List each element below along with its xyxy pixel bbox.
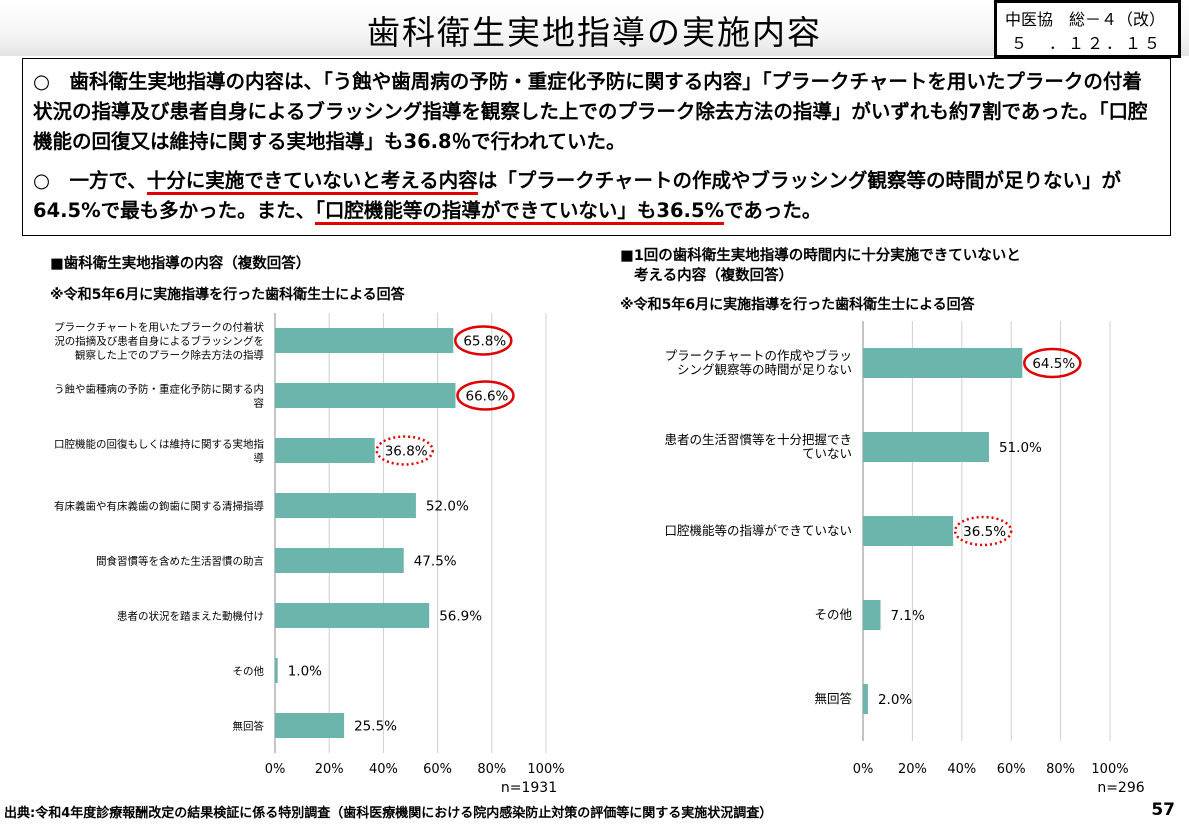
x-tick-label: 40% xyxy=(369,762,398,777)
x-tick-label: 20% xyxy=(315,762,344,777)
bullet-mark: ○ xyxy=(33,70,51,93)
right-bar-chart: 0% 20% 40% 60% 80% 100% 64.5% プラークチャートの作成やブラッシン… xyxy=(664,321,1145,796)
value-label: 2.0% xyxy=(878,692,912,708)
summary-bullet-2: ○ 一方で、十分に実施できていないと考える内容は「プラークチャートの作成やブラッ… xyxy=(33,166,1153,226)
left-chart-note: ※令和5年6月に実施指導を行った歯科衛生士による回答 xyxy=(50,287,405,303)
x-tick-label: 80% xyxy=(1046,762,1075,777)
bar xyxy=(275,603,430,628)
highlight-dotted-ellipse xyxy=(375,435,434,466)
right-chart-note: ※令和5年6月に実施指導を行った歯科衛生士による回答 xyxy=(620,297,975,313)
left-bar-chart: 0% 20% 40% 60% 80% 100% 65.8% プラークチャートを用いたプラークの… xyxy=(54,313,565,796)
bar xyxy=(275,438,375,463)
highlight-ellipse xyxy=(454,325,513,356)
category-label: 況の指摘及び患者自身によるブラッシングを xyxy=(54,335,264,348)
category-label: う蝕や歯種病の予防・重症化予防に関する内 xyxy=(54,383,264,396)
x-tick-label: 60% xyxy=(997,762,1026,777)
title-band xyxy=(0,0,1189,56)
value-label: 66.6% xyxy=(465,389,508,405)
bar xyxy=(275,548,404,573)
bar xyxy=(863,432,989,462)
category-label: 容 xyxy=(254,397,265,410)
category-label: プラークチャートの作成やブラッ xyxy=(665,348,852,363)
summary-b2-underlined-1: 十分に実施できていないと考える内容 xyxy=(146,169,478,195)
bar xyxy=(275,328,454,353)
summary-bullet-1: ○ 歯科衛生実地指導の内容は、「う蝕や歯周病の予防・重症化予防に関する内容」「プ… xyxy=(33,67,1153,157)
category-label: 患者の状況を踏まえた動機付け xyxy=(117,610,264,623)
category-label: 有床義歯や有床義歯の鉤歯に関する清掃指導 xyxy=(54,500,264,513)
x-tick-label: 100% xyxy=(527,762,564,777)
bullet-mark: ○ xyxy=(33,169,51,192)
category-label: 無回答 xyxy=(233,720,265,733)
highlight-dotted-ellipse xyxy=(953,515,1013,547)
category-label: シング観察等の時間が足りない xyxy=(677,362,852,377)
category-label: その他 xyxy=(814,607,852,622)
sample-size-label: n=296 xyxy=(1097,780,1144,796)
bar xyxy=(863,684,868,714)
category-label: ていない xyxy=(802,446,852,461)
doc-ref-line2: ５ ．１２．１５ xyxy=(1011,34,1164,53)
category-label: 口腔機能の回復もしくは維持に関する実地指 xyxy=(54,438,264,451)
value-label: 36.8% xyxy=(385,444,428,460)
document-reference-box: 中医協 総－４（改） ５ ．１２．１５ xyxy=(994,0,1181,58)
summary-b2-underlined-2: 「口腔機能等の指導ができていない」も36.5% xyxy=(315,199,725,225)
page-title: 歯科衛生実地指導の実施内容 xyxy=(367,13,822,52)
source-citation: 出典:令和4年度診療報酬改定の結果検証に係る特別調査（歯科医療機関における院内感… xyxy=(4,806,773,821)
value-label: 7.1% xyxy=(891,608,925,624)
category-label: 患者の生活習慣等を十分把握でき xyxy=(664,432,852,447)
highlight-ellipse xyxy=(456,380,515,411)
left-chart-title: ■歯科衛生実地指導の内容（複数回答） xyxy=(50,256,311,272)
x-tick-label: 20% xyxy=(898,762,927,777)
right-chart-title-line1: ■1回の歯科衛生実地指導の時間内に十分実施できていないと xyxy=(620,248,1021,264)
summary-b2-part5: であった。 xyxy=(724,199,822,222)
bar xyxy=(275,383,456,408)
value-label: 52.0% xyxy=(426,499,469,515)
bar xyxy=(863,516,954,546)
x-tick-label: 80% xyxy=(477,762,506,777)
category-label: 観察した上でのプラーク除去方法の指導 xyxy=(75,349,264,362)
summary-b2-part3: は「プラークチャートの作成やブラッシング観察等の時間が足りない」が64.5%で最… xyxy=(33,169,1121,222)
page-number: 57 xyxy=(1151,800,1175,820)
value-label: 47.5% xyxy=(414,554,457,570)
value-label: 25.5% xyxy=(354,719,397,735)
summary-box: ○ 歯科衛生実地指導の内容は、「う蝕や歯周病の予防・重症化予防に関する内容」「プ… xyxy=(22,58,1171,236)
x-tick-label: 100% xyxy=(1091,762,1128,777)
sample-size-label: n=1931 xyxy=(501,780,557,796)
category-label: 無回答 xyxy=(814,691,852,706)
category-label: プラークチャートを用いたプラークの付着状 xyxy=(54,321,264,334)
value-label: 56.9% xyxy=(439,609,482,625)
right-chart-title-line2: 考える内容（複数回答） xyxy=(634,268,794,284)
x-tick-label: 0% xyxy=(265,762,286,777)
value-label: 36.5% xyxy=(963,524,1006,540)
highlight-ellipse xyxy=(1023,347,1082,379)
value-label: 1.0% xyxy=(288,664,322,680)
category-label: 間食習慣等を含めた生活習慣の助言 xyxy=(96,555,264,568)
value-label: 64.5% xyxy=(1032,356,1075,372)
summary-bullet-1-text: 歯科衛生実地指導の内容は、「う蝕や歯周病の予防・重症化予防に関する内容」「プラー… xyxy=(33,70,1148,153)
summary-b2-part1: 一方で、 xyxy=(69,169,147,192)
bar xyxy=(275,713,345,738)
x-tick-label: 60% xyxy=(423,762,452,777)
bar xyxy=(863,600,881,630)
value-label: 51.0% xyxy=(999,440,1042,456)
x-tick-label: 0% xyxy=(853,762,874,777)
x-tick-label: 40% xyxy=(947,762,976,777)
doc-ref-line1: 中医協 総－４（改） xyxy=(1005,10,1166,29)
category-label: 導 xyxy=(254,452,265,465)
bar xyxy=(275,658,278,683)
category-label: 口腔機能等の指導ができていない xyxy=(664,523,852,538)
bar xyxy=(863,348,1023,378)
bar xyxy=(275,493,416,518)
value-label: 65.8% xyxy=(463,334,506,350)
category-label: その他 xyxy=(233,665,265,678)
